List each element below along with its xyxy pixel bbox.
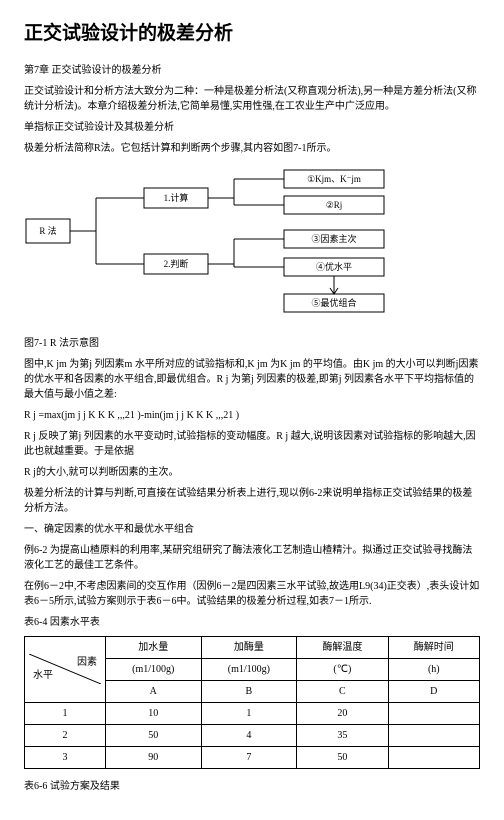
col-d-line2: (h): [388, 658, 479, 680]
page-title: 正交试验设计的极差分析: [24, 20, 480, 49]
table66-caption: 表6-6 试验方案及结果: [24, 779, 480, 794]
table-head-diagonal: 水平 因素: [29, 654, 101, 684]
col-a-line1: 加水量: [106, 636, 202, 658]
col-a-line2: (m1/100g): [106, 658, 202, 680]
head-level-label: 水平: [33, 668, 53, 683]
col-c-line2: (℃): [297, 658, 388, 680]
paragraph-7: 在例6－2中,不考虑因素间的交互作用（因例6－2是四因素三水平试验,故选用L9(…: [24, 579, 480, 609]
formula: R j =max(jm j j K K K ,,,21 )-min(jm j j…: [24, 408, 480, 423]
svg-text:1.计算: 1.计算: [164, 192, 189, 203]
table-row: 3 90 7 50: [25, 746, 480, 768]
paragraph-5: 极差分析法的计算与判断,可直接在试验结果分析表上进行,现以例6-2来说明单指标正…: [24, 486, 480, 516]
paragraph-2: 图中,K jm 为第j 列因素m 水平所对应的试验指标和,K jm 为K jm …: [24, 357, 480, 402]
svg-text:①Kjm、K⁻jm: ①Kjm、K⁻jm: [307, 174, 361, 184]
figure-caption: 图7-1 R 法示意图: [24, 336, 480, 351]
svg-text:④优水平: ④优水平: [316, 261, 352, 272]
chapter-heading: 第7章 正交试验设计的极差分析: [24, 63, 480, 78]
intro-paragraph: 正交试验设计和分析方法大致分为二种：一种是极差分析法(又称直观分析法),另一种是…: [24, 84, 480, 114]
section1-p1: 极差分析法简称R法。它包括计算和判断两个步骤,其内容如图7-1所示。: [24, 141, 480, 156]
factor-level-table: 水平 因素 加水量 加酶量 酶解温度 酶解时间 (m1/100g) (m1/10…: [24, 636, 480, 769]
r-method-diagram: R 法 1.计算 2.判断 ①Kjm、K⁻jm ②Rj ③因素主次 ④优水平 ⑤…: [24, 164, 480, 324]
svg-text:2.判断: 2.判断: [164, 258, 189, 269]
section1-title: 单指标正交试验设计及其极差分析: [24, 120, 480, 135]
col-c-line1: 酶解温度: [297, 636, 388, 658]
svg-text:R 法: R 法: [39, 225, 56, 236]
svg-text:②Rj: ②Rj: [326, 200, 343, 210]
paragraph-4: R j的大小,就可以判断因素的主次。: [24, 465, 480, 480]
table-row: 1 10 1 20: [25, 702, 480, 724]
paragraph-6: 例6-2 为提高山楂原料的利用率,某研究组研究了酶法液化工艺制造山楂精汁。拟通过…: [24, 543, 480, 573]
svg-text:③因素主次: ③因素主次: [311, 233, 356, 244]
table64-caption: 表6-4 因素水平表: [24, 615, 480, 630]
col-c-line3: C: [297, 680, 388, 702]
section2-title: 一、确定因素的优水平和最优水平组合: [24, 522, 480, 537]
svg-text:⑤最优组合: ⑤最优组合: [311, 297, 356, 308]
col-b-line3: B: [201, 680, 297, 702]
col-b-line2: (m1/100g): [201, 658, 297, 680]
col-a-line3: A: [106, 680, 202, 702]
head-factor-label: 因素: [77, 655, 97, 670]
paragraph-3: R j 反映了第j 列因素的水平变动时,试验指标的变动幅度。R j 越大,说明该…: [24, 429, 480, 459]
col-d-line1: 酶解时间: [388, 636, 479, 658]
table-row: 2 50 4 35: [25, 724, 480, 746]
col-b-line1: 加酶量: [201, 636, 297, 658]
col-d-line3: D: [388, 680, 479, 702]
